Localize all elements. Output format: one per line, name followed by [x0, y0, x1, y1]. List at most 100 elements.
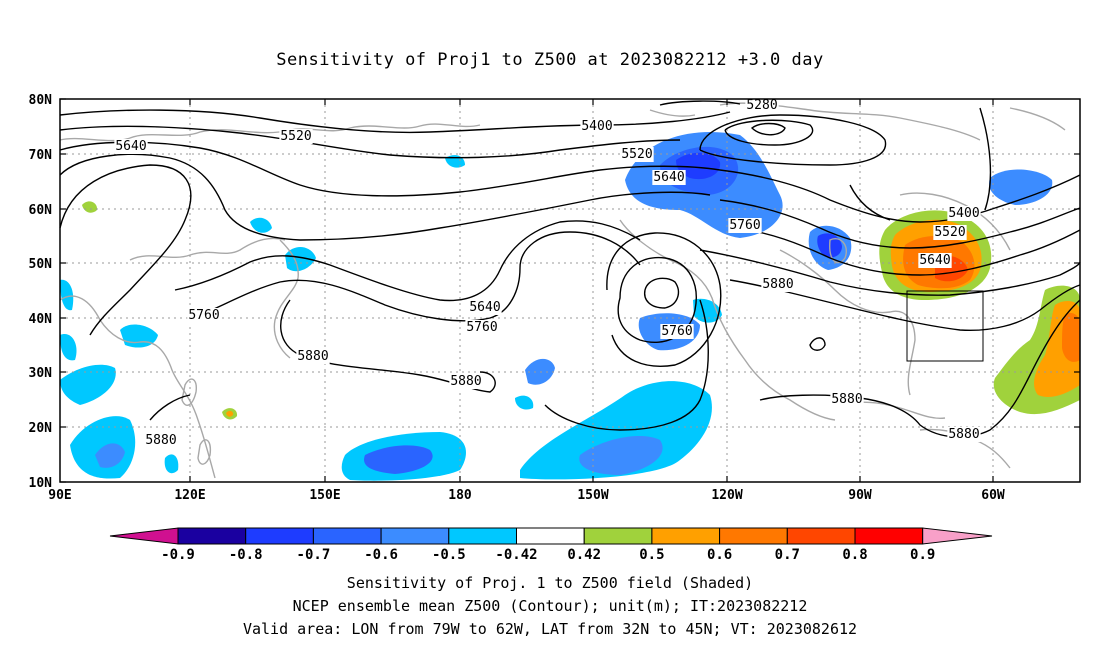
lon-label: 60W	[981, 488, 1005, 503]
colorbar-label: -0.6	[364, 547, 398, 563]
lon-label: 90E	[48, 488, 71, 503]
colorbar-label: 0.7	[775, 547, 800, 563]
contour-label-bg	[933, 225, 967, 240]
contour-label: 5640	[652, 170, 686, 185]
contour-label-bg	[728, 218, 762, 233]
colorbar-label: -0.5	[432, 547, 466, 563]
contour-label: 5640	[468, 300, 502, 315]
latitude-labels: 80N 70N 60N 50N 40N 30N 20N 10N	[29, 93, 53, 491]
colorbar-swatch	[719, 527, 788, 545]
contour-label-bg	[465, 320, 499, 335]
contour-label-text: 5880	[450, 374, 481, 389]
contour-label: 5520	[620, 147, 654, 162]
lon-label: 180	[448, 488, 472, 503]
page-title: Sensitivity of Proj1 to Z500 at 20230822…	[276, 50, 824, 70]
colorbar: -0.9 -0.8 -0.7 -0.6 -0.5 -0.42 0.42 0.5 0.6 0.7 0.…	[109, 527, 993, 563]
contour-label-text: 5760	[466, 320, 497, 335]
contour-label-bg	[761, 277, 795, 292]
map-frame	[59, 98, 1081, 483]
contour-label-bg	[114, 139, 148, 154]
contour-label-bg	[580, 119, 614, 134]
contour-label-bg	[745, 98, 779, 113]
colorbar-label: 0.5	[639, 547, 664, 563]
colorbar-swatch	[786, 527, 856, 545]
contour-label-bg	[830, 392, 864, 407]
contour-label: 5400	[580, 119, 614, 134]
caption-line-2: NCEP ensemble mean Z500 (Contour); unit(…	[292, 597, 808, 615]
contour-label: 5520	[279, 129, 313, 144]
longitude-labels: 90E 120E 150E 180 150W 120W 90W 60W	[48, 488, 1005, 503]
contour-label: 5400	[947, 206, 981, 221]
contour-label-bg	[918, 253, 952, 268]
contour-label: 5880	[830, 392, 864, 407]
colorbar-swatch	[448, 527, 517, 545]
contour-label-text: 5760	[729, 218, 760, 233]
lat-label: 50N	[29, 257, 53, 272]
contour-label-bg	[279, 129, 313, 144]
contour-label-text: 5520	[280, 129, 311, 144]
lon-label: 120E	[174, 488, 205, 503]
colorbar-label: -0.7	[297, 547, 331, 563]
contour-label-text: 5880	[762, 277, 793, 292]
contour-label-bg	[144, 433, 178, 448]
contour-label-text: 5640	[919, 253, 950, 268]
contour-label: 5760	[187, 308, 221, 323]
contour-label-bg	[620, 147, 654, 162]
contour-label-text: 5640	[469, 300, 500, 315]
contour-label-bg	[947, 206, 981, 221]
colorbar-label: 0.42	[567, 547, 601, 563]
contour-label-bg	[449, 374, 483, 389]
contour-label-bg	[652, 170, 686, 185]
colorbar-swatch	[177, 527, 247, 545]
contour-label-text: 5400	[948, 206, 979, 221]
contour-label: 5640	[918, 253, 952, 268]
contour-label-bg	[947, 427, 981, 442]
colorbar-label: -0.42	[495, 547, 537, 563]
lat-label: 20N	[29, 421, 53, 436]
contour-label: 5880	[947, 427, 981, 442]
valid-area-box	[906, 290, 984, 362]
colorbar-label: 0.6	[707, 547, 732, 563]
contour-label: 5760	[728, 218, 762, 233]
contour-label: 5880	[296, 349, 330, 364]
caption-line-3: Valid area: LON from 79W to 62W, LAT fro…	[242, 620, 858, 638]
contour-label: 5880	[144, 433, 178, 448]
contour-label: 5280	[745, 98, 779, 113]
contour-label-bg	[660, 324, 694, 339]
contour-label: 5760	[465, 320, 499, 335]
contour-label: 5880	[761, 277, 795, 292]
lat-label: 80N	[29, 93, 53, 108]
contour-label-text: 5640	[115, 139, 146, 154]
contour-label: 5760	[660, 324, 694, 339]
contour-label-bg	[296, 349, 330, 364]
axis-ticks	[60, 98, 1080, 483]
contour-label-bg	[468, 300, 502, 315]
negative-shading	[60, 132, 1053, 481]
lat-label: 60N	[29, 203, 53, 218]
lat-label: 10N	[29, 476, 53, 491]
colorbar-swatch	[245, 527, 314, 545]
contour-label-bg	[187, 308, 221, 323]
colorbar-swatch	[380, 527, 450, 545]
contour-label-text: 5760	[661, 324, 692, 339]
contour-label-text: 5520	[621, 147, 652, 162]
colorbar-end-low	[109, 527, 179, 545]
contour-label-text: 5280	[746, 98, 777, 113]
lon-label: 150W	[577, 488, 608, 503]
colorbar-swatch	[854, 527, 924, 545]
contour-label: 5880	[449, 374, 483, 389]
contour-label-text: 5640	[653, 170, 684, 185]
colorbar-label: 0.9	[910, 547, 935, 563]
colorbar-swatch	[651, 527, 721, 545]
contour-label: 5520	[933, 225, 967, 240]
colorbar-swatch	[516, 527, 585, 545]
contour-label-text: 5880	[831, 392, 862, 407]
colorbar-label: -0.9	[161, 547, 195, 563]
contour-label-text: 5880	[948, 427, 979, 442]
contour-label-text: 5520	[934, 225, 965, 240]
lat-label: 70N	[29, 148, 53, 163]
lat-label: 40N	[29, 312, 53, 327]
lon-label: 90W	[848, 488, 872, 503]
